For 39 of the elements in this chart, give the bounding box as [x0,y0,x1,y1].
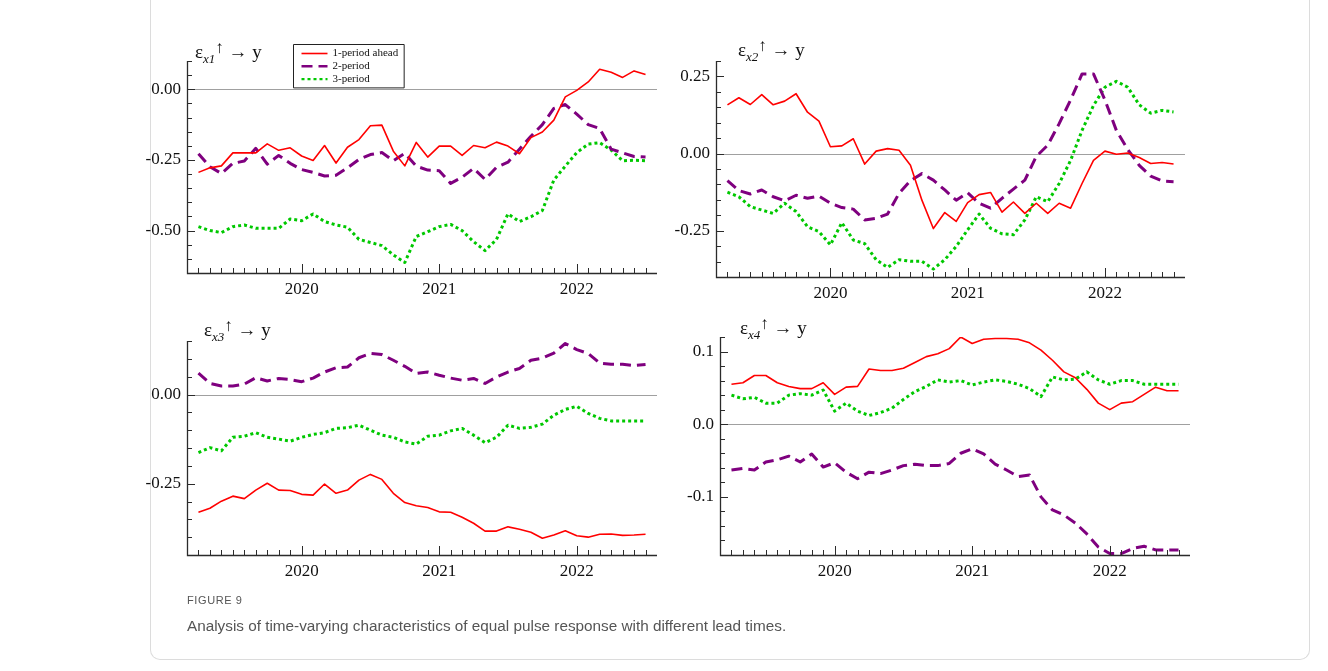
caption: FIGURE 9 [187,594,243,606]
y-tick-label: -0.25 [145,473,181,493]
chart-title: ε$_{x3}$$^{↑}$ → y [204,316,271,344]
line-series [729,447,1181,555]
line-series [196,342,648,388]
chart-title: ε$_{x2}$$^{↑}$ → y [738,36,805,64]
line-series [196,141,648,265]
x-tick-label: 2021 [955,561,990,581]
y-tick-label: 0.1 [692,341,714,360]
x-tick-label: 2021 [422,561,457,581]
chart-title: ε$_{x4}$$^{↑}$ → y [740,314,807,342]
y-tick-label: 0.00 [151,383,181,403]
x-tick-label: 2022 [1087,283,1122,303]
x-tick-label: 2020 [817,561,852,581]
x-tick-label: 2022 [559,279,594,299]
chart-title: ε$_{x1}$$^{↑}$ → y [195,38,262,66]
x-tick-label: 2021 [950,283,985,303]
x-tick-label: 2021 [422,279,457,299]
legend-label: 2-period [332,59,371,72]
y-tick-label: -0.50 [145,220,181,240]
legend-label: 1-period ahead [332,46,399,59]
x-tick-label: 2022 [559,561,594,581]
x-tick-label: 2022 [1092,561,1127,581]
y-tick-label: -0.1 [687,486,714,506]
y-tick-label: -0.25 [145,149,181,169]
x-tick-label: 2020 [813,283,848,303]
line-series [196,103,648,185]
line-series [729,370,1181,417]
y-tick-label: 0.0 [692,413,714,433]
x-tick-label: 2020 [284,561,319,581]
line-series [725,72,1176,222]
y-tick-label: 0.00 [680,143,710,163]
line-series [725,79,1176,271]
y-tick-label: 0.00 [151,78,181,98]
x-tick-label: 2020 [284,279,319,299]
y-tick-label: -0.25 [674,220,710,240]
y-tick-label: 0.25 [680,65,710,85]
text: Analysis of time-varying characteristics of equal pulse response with different lead times. [187,617,787,635]
legend-label: 3-period [332,71,371,84]
